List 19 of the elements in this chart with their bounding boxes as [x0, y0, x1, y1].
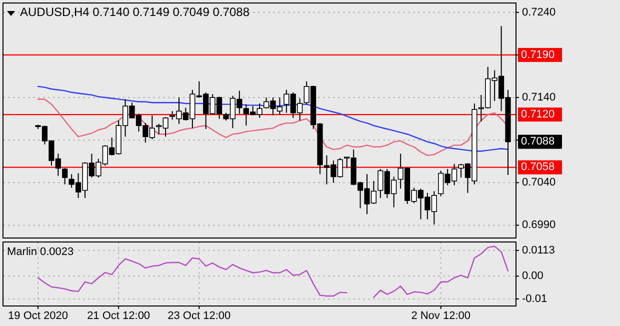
y-tick-label: -0.01	[522, 292, 548, 305]
x-tick-label: 19 Oct 2020	[8, 310, 68, 322]
x-tick-label: 2 Nov 12:00	[411, 310, 471, 322]
ref-line-label: 0.7058	[521, 161, 555, 174]
y-tick-label: 0.7240	[522, 6, 556, 18]
y-tick-label: 0.7140	[522, 91, 556, 104]
y-tick-label: 0.7040	[522, 176, 556, 189]
chart-title: Marlin 0.0023	[7, 246, 74, 258]
ref-line-label: 0.7120	[521, 108, 555, 120]
line-series	[37, 86, 509, 152]
x-tick-label: 21 Oct 12:00	[87, 310, 150, 322]
chart-title: AUDUSD,H4 0.7140 0.7149 0.7049 0.7088	[20, 5, 250, 19]
text: 0.7088	[521, 136, 555, 148]
y-tick-label: 0.6990	[522, 219, 556, 232]
x-tick-label: 23 Oct 12:00	[168, 310, 231, 322]
y-tick-label: 0.00	[522, 270, 544, 282]
candlestick	[62, 168, 68, 185]
y-tick-label: 0.0113	[522, 244, 555, 256]
ref-line-label: 0.7190	[521, 48, 555, 61]
